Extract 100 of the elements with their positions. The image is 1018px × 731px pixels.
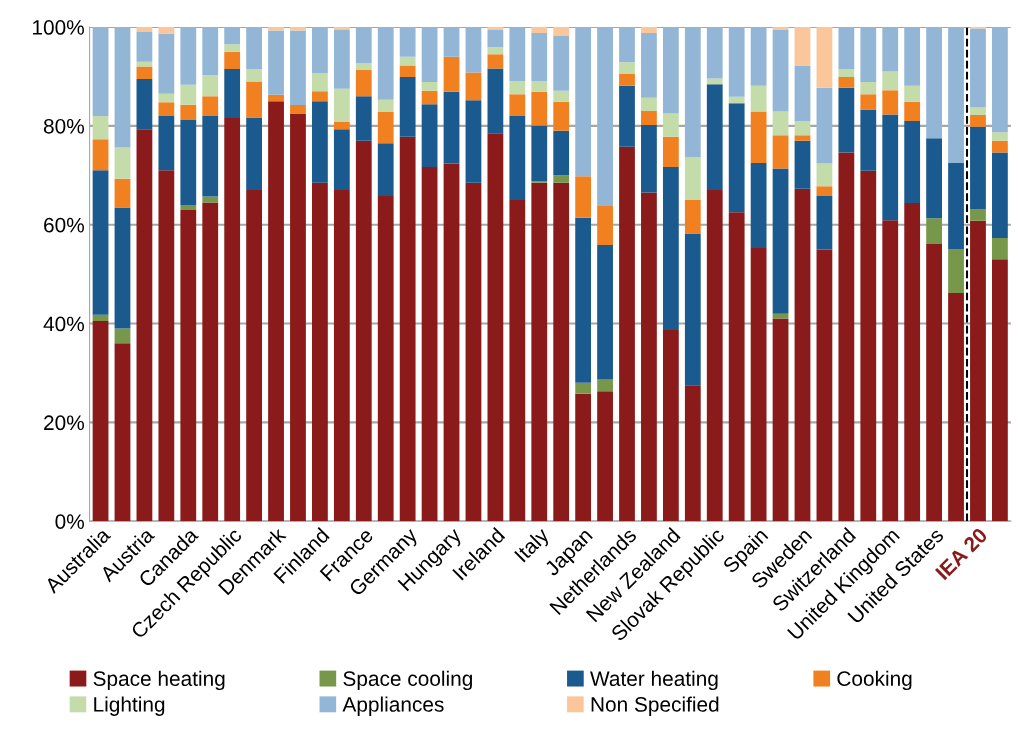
bar [597, 27, 613, 206]
bar [641, 124, 657, 193]
bar [794, 135, 811, 141]
bar [948, 292, 964, 522]
bar [268, 27, 284, 31]
bar [860, 109, 877, 171]
bar [268, 101, 284, 522]
bar [597, 379, 613, 392]
bar [333, 27, 350, 31]
bar [684, 200, 701, 234]
bar [882, 71, 899, 91]
bar [882, 220, 899, 522]
bar [312, 27, 328, 73]
bar [728, 212, 745, 522]
bar [926, 243, 942, 522]
bar [180, 104, 197, 120]
bar [662, 136, 679, 167]
bar [838, 87, 855, 153]
bar [355, 63, 372, 71]
bar [860, 170, 877, 522]
bar [180, 209, 197, 522]
legend-label: Space heating [93, 670, 225, 691]
bar [553, 101, 570, 131]
bar [487, 68, 504, 134]
bar [838, 152, 855, 522]
bar [421, 104, 438, 167]
bar [246, 190, 262, 522]
bar [202, 27, 219, 75]
bar [421, 90, 438, 105]
bar [794, 27, 811, 67]
legend-label: Appliances [342, 696, 444, 716]
bar [399, 76, 416, 137]
bar [268, 94, 284, 102]
bar [509, 80, 526, 95]
bar [443, 27, 460, 57]
bar [706, 190, 723, 522]
bar [224, 51, 241, 70]
bar [268, 30, 284, 95]
bar [312, 182, 328, 522]
bar [772, 135, 789, 169]
bar [816, 163, 833, 187]
bar [970, 107, 986, 116]
bar [816, 87, 833, 164]
bar [860, 27, 877, 82]
bar [772, 313, 789, 319]
bar [224, 27, 241, 45]
bar [948, 27, 964, 163]
bar [355, 140, 372, 522]
bar [509, 94, 526, 116]
bar [290, 113, 306, 522]
bar [662, 329, 679, 522]
bar [333, 121, 350, 130]
bar [92, 139, 109, 171]
bar [575, 393, 592, 522]
bar [136, 27, 153, 32]
bar [816, 196, 833, 250]
bar [224, 117, 241, 522]
legend-label: Water heating [590, 670, 718, 691]
bar [465, 27, 482, 73]
bar [443, 91, 460, 164]
bar [246, 27, 262, 70]
bar [662, 27, 679, 114]
bar [575, 27, 592, 177]
bar [180, 119, 197, 205]
bar [794, 66, 811, 121]
bar [553, 27, 570, 36]
bar [531, 125, 548, 182]
bar [333, 129, 350, 191]
bar [772, 27, 789, 30]
bar [399, 65, 416, 77]
legend-label: Space cooling [343, 670, 472, 691]
bar [553, 182, 570, 522]
bar [948, 162, 964, 250]
bar [750, 27, 767, 86]
bar [992, 259, 1008, 522]
bar [794, 120, 811, 136]
bar [882, 114, 899, 221]
bar [838, 69, 855, 77]
bar [970, 28, 986, 108]
legend-label: Cooking [837, 670, 912, 691]
bar [750, 162, 767, 248]
bar [904, 202, 921, 522]
bar [750, 111, 767, 163]
bar [597, 244, 613, 380]
bar [202, 74, 219, 97]
bar [202, 116, 219, 197]
bar [114, 147, 131, 179]
bar [290, 105, 306, 114]
bar [838, 76, 855, 88]
y-tick-label: 0% [55, 514, 84, 529]
bar [377, 27, 394, 100]
bar [487, 54, 504, 69]
bar [728, 103, 745, 213]
y-tick-label: 60% [44, 217, 84, 233]
bar [992, 132, 1008, 141]
bar [290, 27, 306, 31]
bar [312, 91, 328, 102]
bar [619, 85, 635, 147]
bar [487, 30, 504, 48]
bar [992, 238, 1008, 260]
